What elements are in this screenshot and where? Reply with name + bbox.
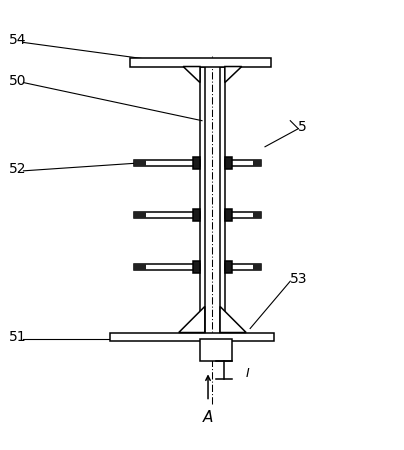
Bar (253, 264, 261, 270)
Bar (134, 264, 146, 270)
Bar (253, 160, 261, 166)
Bar (193, 261, 200, 273)
Bar (225, 209, 232, 221)
Bar (134, 212, 146, 218)
Text: A: A (203, 410, 213, 424)
Text: 52: 52 (9, 162, 27, 176)
Polygon shape (179, 306, 205, 333)
Bar (253, 212, 261, 218)
Text: 54: 54 (9, 33, 27, 47)
Bar (193, 157, 200, 169)
Bar (200, 339, 232, 361)
Bar (130, 58, 271, 67)
Bar (200, 67, 205, 339)
Polygon shape (225, 67, 242, 82)
Bar (134, 264, 200, 270)
Bar (225, 157, 232, 169)
Bar (134, 160, 146, 166)
Bar (134, 160, 200, 166)
Bar (134, 212, 200, 218)
Text: 51: 51 (9, 330, 27, 344)
Bar (110, 333, 274, 342)
Bar (193, 209, 200, 221)
Bar (225, 212, 261, 218)
Text: 5: 5 (298, 120, 307, 134)
Bar (220, 67, 225, 339)
Bar (225, 264, 261, 270)
Polygon shape (183, 67, 200, 82)
Text: I: I (246, 367, 250, 380)
Text: 50: 50 (9, 73, 27, 88)
Bar (225, 261, 232, 273)
Polygon shape (220, 306, 246, 333)
Bar (225, 160, 261, 166)
Text: 53: 53 (290, 272, 308, 286)
